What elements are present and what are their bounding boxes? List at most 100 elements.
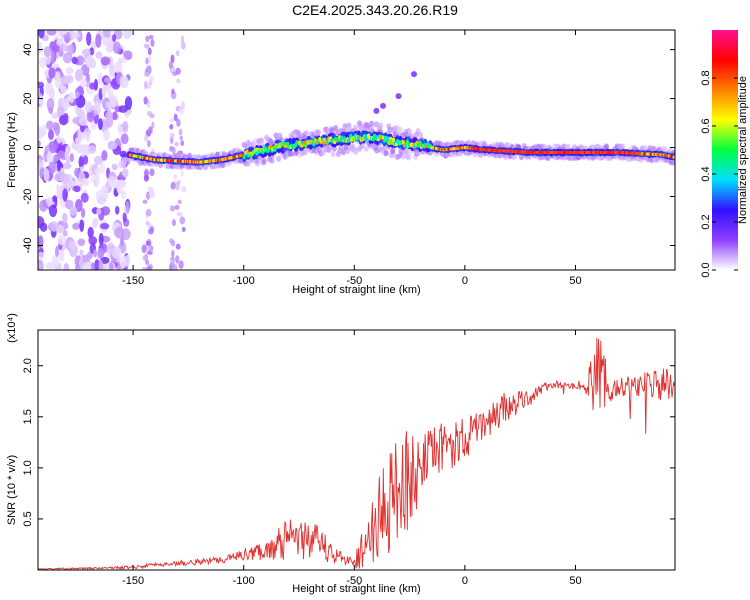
noise-blob xyxy=(145,57,149,65)
noise-blob xyxy=(51,112,60,119)
noise-blob xyxy=(181,185,187,193)
noise-blob xyxy=(148,125,153,134)
noise-blob xyxy=(108,179,118,188)
noise-blob xyxy=(110,142,118,150)
noise-blob xyxy=(178,260,184,270)
noise-blob xyxy=(122,212,127,223)
noise-blob xyxy=(118,105,128,113)
noise-blob xyxy=(81,208,86,219)
noise-blob xyxy=(62,230,68,237)
noise-blob xyxy=(181,226,186,233)
signal-halo xyxy=(276,155,282,162)
noise-blob xyxy=(146,83,152,89)
noise-blob xyxy=(144,168,149,178)
noise-blob xyxy=(92,249,97,258)
signal-halo xyxy=(363,145,369,152)
signal-halo xyxy=(353,149,359,156)
noise-blob xyxy=(106,242,114,255)
snr-series-line xyxy=(38,337,675,570)
x-tick-label: -150 xyxy=(122,275,144,287)
noise-blob xyxy=(62,188,68,202)
signal-halo xyxy=(374,121,380,128)
noise-blob xyxy=(55,183,61,191)
noise-blob xyxy=(38,126,44,139)
x-tick-label: -150 xyxy=(122,575,144,587)
noise-blob xyxy=(143,43,150,49)
outlier-point xyxy=(373,107,380,114)
noise-blob xyxy=(43,46,52,58)
noise-blob xyxy=(85,131,91,143)
y-tick-label: 2.0 xyxy=(22,358,34,373)
colorbar-tick-label: 0.6 xyxy=(700,118,712,133)
noise-blob xyxy=(86,32,92,46)
noise-blob xyxy=(67,43,75,56)
noise-blob xyxy=(62,52,73,64)
signal-core xyxy=(312,141,316,147)
noise-blob xyxy=(173,113,178,122)
noise-blob xyxy=(149,245,154,253)
noise-blob xyxy=(124,255,131,267)
noise-blob xyxy=(99,162,105,174)
signal-core xyxy=(672,155,675,159)
snr-frame xyxy=(37,329,676,571)
chart-title: C2E4.2025.343.20.26.R19 xyxy=(292,2,458,18)
noise-blob xyxy=(59,248,65,262)
x-tick-label: 0 xyxy=(462,275,468,287)
signal-halo xyxy=(345,148,351,155)
noise-blob xyxy=(119,150,128,158)
noise-blob xyxy=(56,106,65,118)
noise-blob xyxy=(78,156,84,167)
noise-blob xyxy=(48,161,56,174)
signal-core xyxy=(273,147,277,152)
colorbar-tick-label: 0.4 xyxy=(700,166,712,181)
noise-blob xyxy=(168,61,174,69)
noise-blob xyxy=(148,34,154,40)
y-axis-label: SNR (10 * v/v) xyxy=(6,455,18,525)
noise-blob xyxy=(145,35,150,43)
noise-blob xyxy=(78,116,88,126)
y-axis-label: Frequency (Hz) xyxy=(6,112,18,188)
noise-blob xyxy=(89,58,97,69)
noise-blob xyxy=(105,101,112,109)
noise-blob xyxy=(72,181,81,188)
noise-blob xyxy=(72,222,80,230)
signal-core xyxy=(405,139,409,144)
noise-blob xyxy=(62,212,68,224)
noise-blob xyxy=(39,199,48,212)
noise-blob xyxy=(38,30,45,39)
noise-blob xyxy=(84,101,93,113)
signal-halo xyxy=(353,124,359,131)
noise-blob xyxy=(124,96,133,110)
noise-blob xyxy=(176,78,181,84)
signal-halo xyxy=(418,132,424,139)
noise-blob xyxy=(121,168,129,178)
noise-blob xyxy=(170,181,176,190)
noise-blob xyxy=(38,251,45,259)
noise-blob xyxy=(52,195,58,203)
noise-blob xyxy=(112,41,121,54)
noise-blob xyxy=(104,116,114,128)
x-tick-label: -50 xyxy=(346,275,362,287)
noise-blob xyxy=(48,204,58,218)
noise-blob xyxy=(94,167,101,175)
noise-blob xyxy=(120,190,127,200)
noise-blob xyxy=(105,45,114,53)
noise-blob xyxy=(171,219,177,227)
noise-blob xyxy=(179,135,183,140)
noise-blob xyxy=(145,240,151,247)
noise-blob xyxy=(145,265,152,270)
noise-blob xyxy=(180,41,186,50)
noise-blob xyxy=(54,245,60,258)
noise-blob xyxy=(125,200,130,214)
noise-blob xyxy=(45,262,56,270)
noise-blob xyxy=(104,76,111,84)
noise-blob xyxy=(146,65,152,73)
signal-halo xyxy=(400,153,406,160)
noise-blob xyxy=(141,267,147,270)
noise-blob xyxy=(172,71,178,77)
noise-blob xyxy=(142,199,148,204)
noise-blob xyxy=(97,247,105,259)
y-tick-label: -40 xyxy=(22,238,34,254)
noise-blob xyxy=(38,140,41,148)
noise-blob xyxy=(147,47,152,56)
